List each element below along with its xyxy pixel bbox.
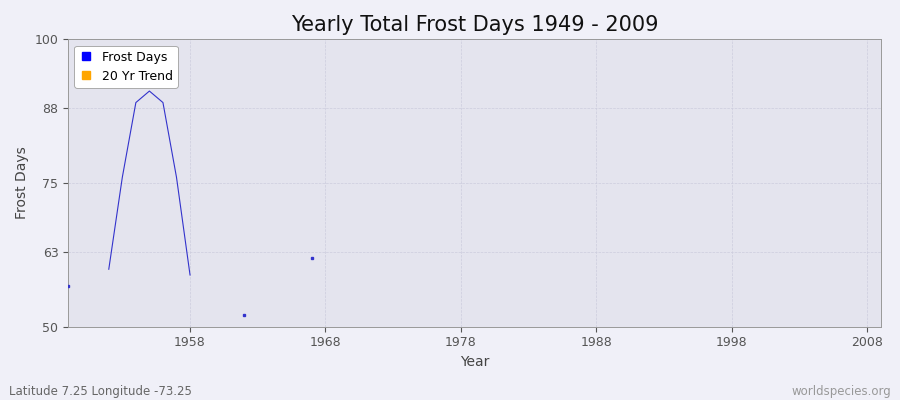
Text: Latitude 7.25 Longitude -73.25: Latitude 7.25 Longitude -73.25 <box>9 385 192 398</box>
Y-axis label: Frost Days: Frost Days <box>15 147 29 220</box>
Title: Yearly Total Frost Days 1949 - 2009: Yearly Total Frost Days 1949 - 2009 <box>291 15 658 35</box>
Legend: Frost Days, 20 Yr Trend: Frost Days, 20 Yr Trend <box>75 46 178 88</box>
Text: worldspecies.org: worldspecies.org <box>791 385 891 398</box>
X-axis label: Year: Year <box>460 355 489 369</box>
